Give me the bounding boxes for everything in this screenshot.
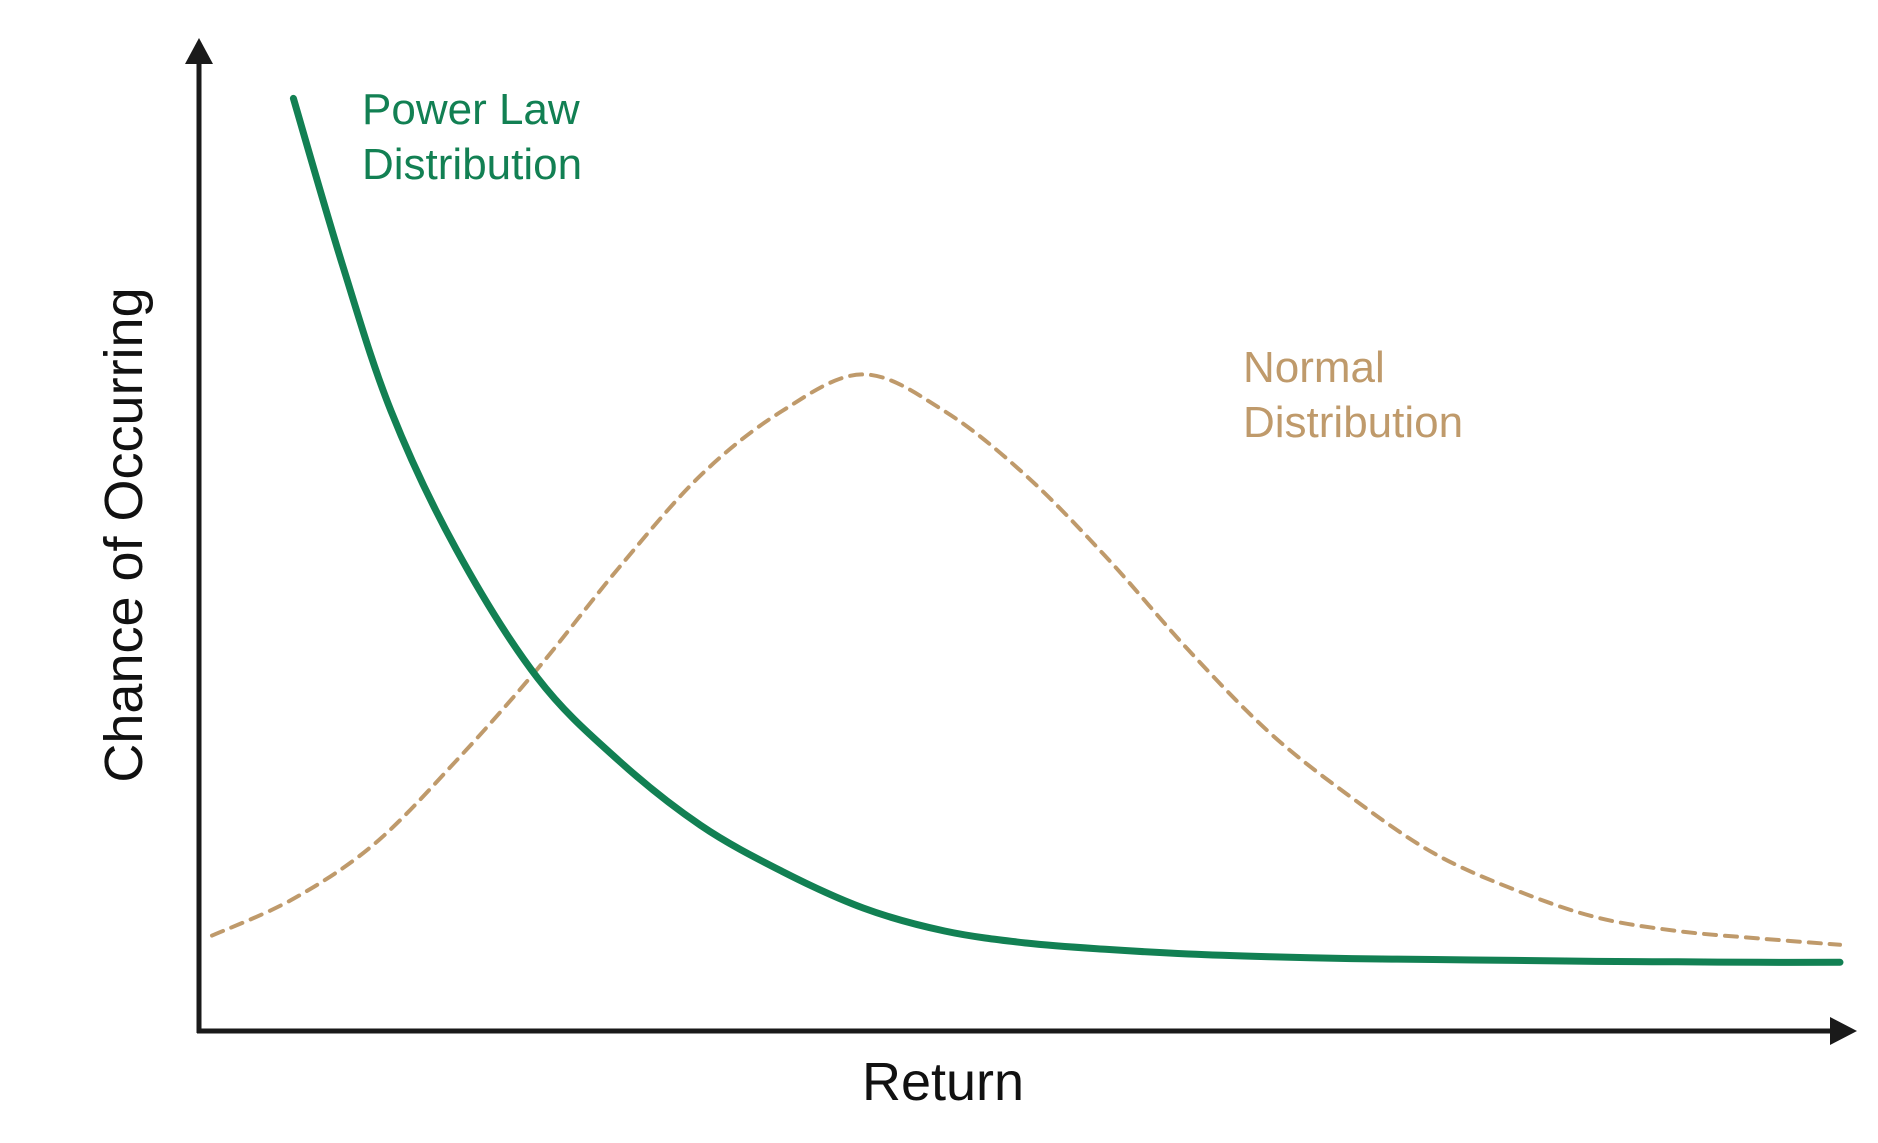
x-axis-title: Return <box>862 1052 1024 1112</box>
normal-label-line-2: Distribution <box>1243 398 1463 447</box>
axes <box>185 38 1857 1045</box>
normal-label-line-1: Normal <box>1243 343 1385 392</box>
y-axis-title: Chance of Occurring <box>94 287 154 782</box>
y-axis-arrow <box>185 38 213 64</box>
x-axis-arrow <box>1830 1017 1857 1045</box>
series-layer <box>210 94 1844 966</box>
normal-series-label: Normal Distribution <box>1243 343 1463 447</box>
power-law-label-line-1: Power Law <box>362 85 580 134</box>
power-law-label-line-2: Distribution <box>362 140 582 189</box>
power-law-series-label: Power Law Distribution <box>362 85 592 189</box>
power-law-distribution-line <box>289 94 1844 966</box>
normal-distribution-line <box>210 372 1842 947</box>
